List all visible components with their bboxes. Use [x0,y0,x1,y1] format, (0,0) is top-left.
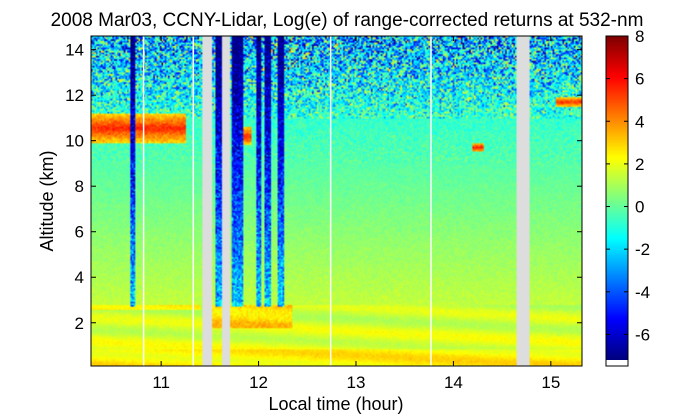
x-tick-label: 11 [152,373,170,392]
colorbar-tick-label: -6 [635,325,650,344]
y-axis-label: Altitude (km) [37,150,57,251]
colorbar: -6 -4 -2 0 2 4 6 8 [605,27,650,367]
plot-frame [90,35,583,367]
heatmap-image [91,36,582,366]
y-tick-label: 8 [75,177,84,196]
y-tick-label: 12 [65,86,84,105]
colorbar-tick-label: 0 [635,198,644,217]
colorbar-ticks: -6 -4 -2 0 2 4 6 8 [606,27,650,344]
y-tick-label: 14 [65,41,84,60]
y-tick-label: 6 [75,223,84,242]
colorbar-frame [605,35,629,367]
colorbar-image [606,36,628,360]
colorbar-tick-label: 2 [635,155,644,174]
y-tick-label: 2 [75,314,84,333]
x-axis-label: Local time (hour) [268,394,403,414]
y-tick-label: 10 [65,132,84,151]
plot-area: 11 12 13 14 15 2 4 6 8 10 12 14 [65,35,583,392]
colorbar-tick-label: 8 [635,27,644,46]
x-tick-label: 15 [541,373,560,392]
colorbar-tick-label: 6 [635,70,644,89]
x-tick-label: 14 [444,373,463,392]
y-tick-label: 4 [75,268,84,287]
colorbar-tick-label: -2 [635,240,650,259]
colorbar-tick-label: 4 [635,112,644,131]
x-axis: 11 12 13 14 15 [152,36,560,392]
x-tick-label: 12 [249,373,268,392]
colorbar-below-range [606,360,628,366]
y-axis: 2 4 6 8 10 12 14 [65,41,582,333]
colorbar-tick-label: -4 [635,283,650,302]
chart-title: 2008 Mar03, CCNY-Lidar, Log(e) of range-… [51,10,644,31]
x-tick-label: 13 [347,373,366,392]
